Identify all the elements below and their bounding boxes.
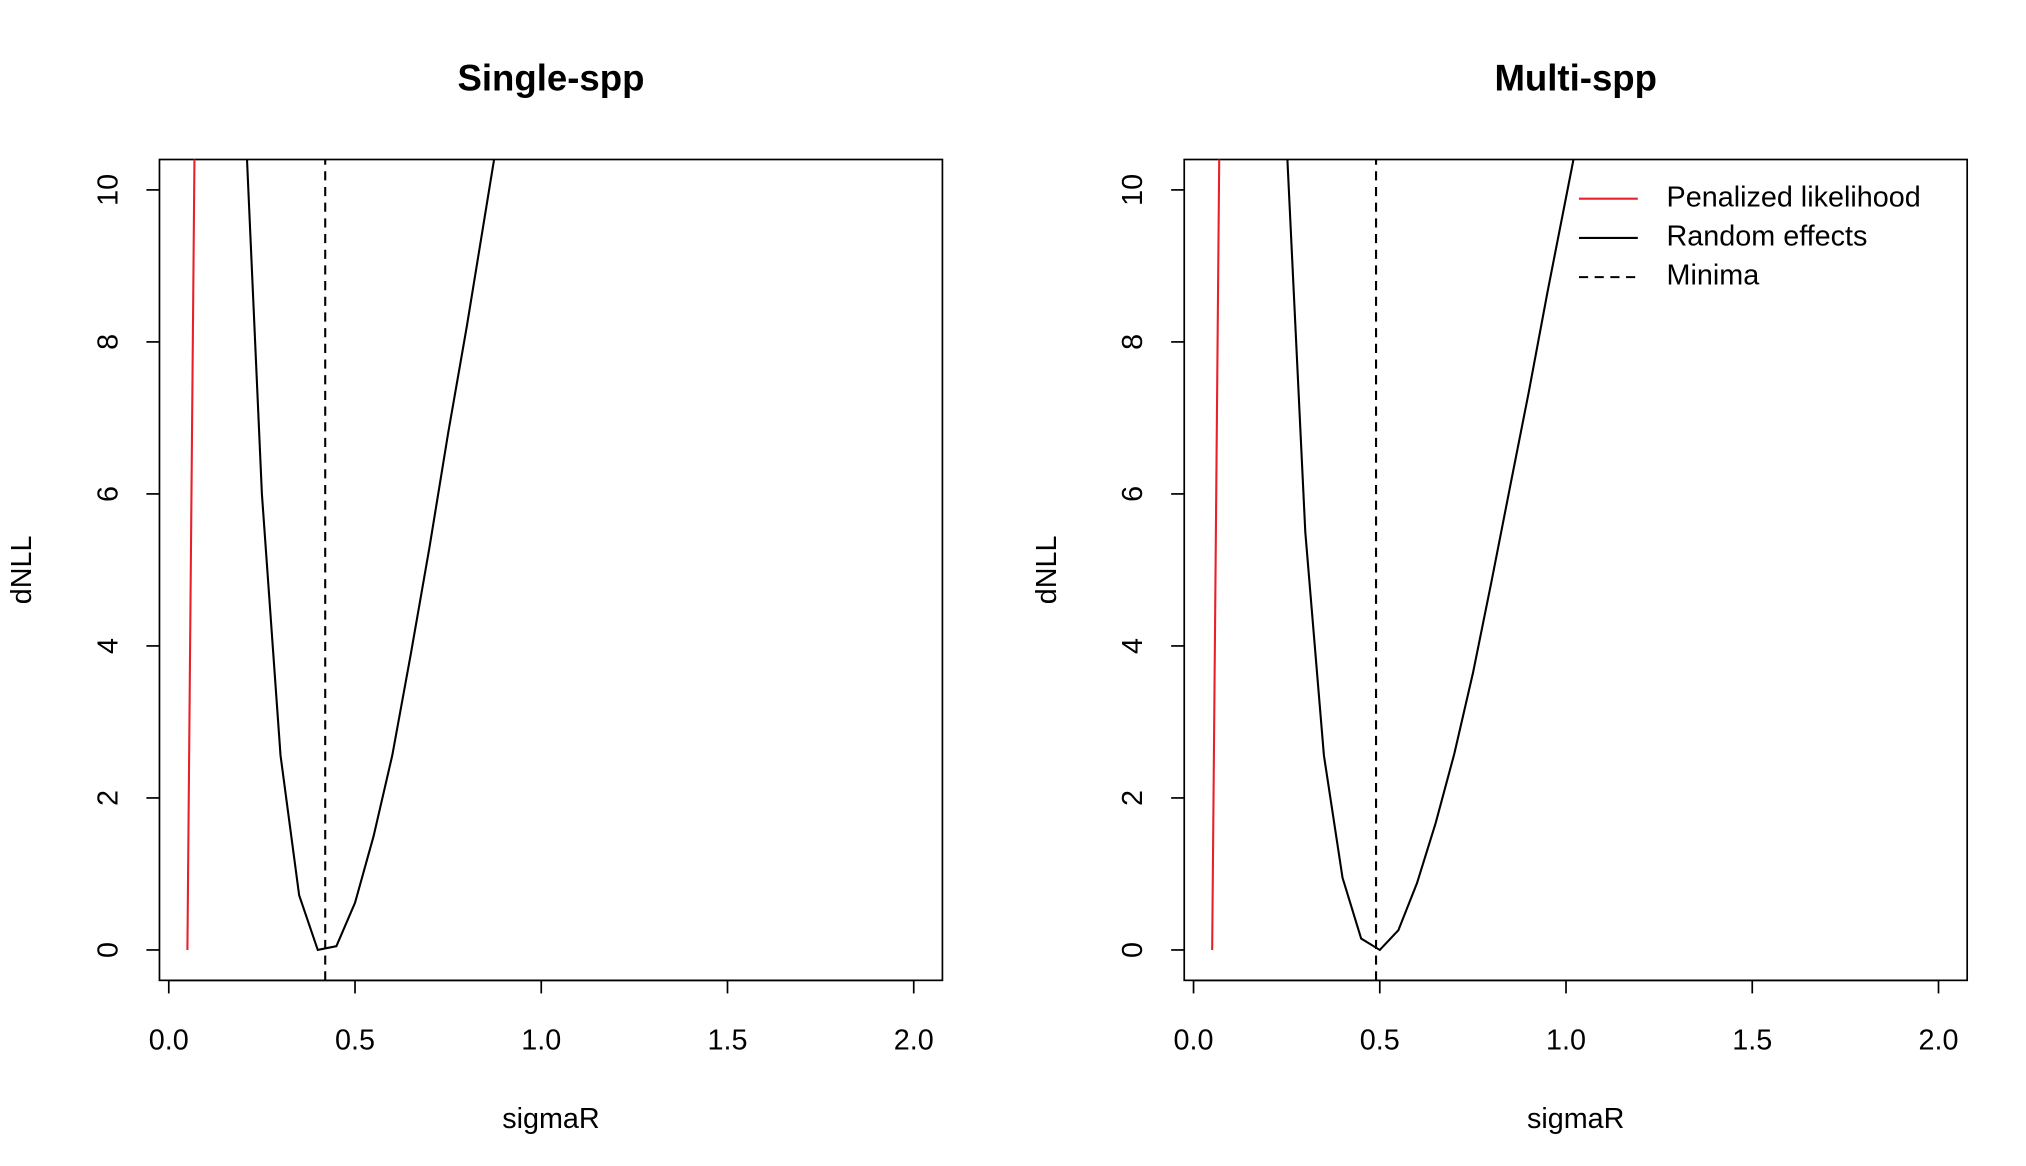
y-tick-label: 8 [1117,334,1149,350]
x-tick-label: 1.5 [1732,1024,1772,1056]
y-tick-label: 6 [1117,486,1149,502]
x-tick-label: 0.0 [149,1024,189,1056]
y-tick-label: 0 [92,942,124,958]
x-tick-label: 1.5 [708,1024,748,1056]
y-tick-label: 0 [1117,942,1149,958]
y-tick-label: 8 [92,334,124,350]
y-axis-label: dNLL [6,536,38,605]
y-tick-label: 4 [1117,638,1149,654]
chart-title: Multi-spp [1494,58,1657,99]
y-tick-label: 2 [1117,790,1149,806]
chart-title: Single-spp [457,58,644,99]
legend-label: Penalized likelihood [1667,181,1921,213]
y-tick-label: 10 [1117,174,1149,206]
x-tick-label: 0.0 [1174,1024,1214,1056]
x-tick-label: 1.0 [521,1024,561,1056]
series-line [1211,159,1221,950]
series-line [245,159,496,952]
legend-label: Random effects [1667,221,1868,253]
series-line [186,159,196,950]
x-tick-label: 2.0 [1919,1024,1959,1056]
series-line [1286,159,1575,952]
y-tick-label: 10 [92,174,124,206]
plot-frame [1183,158,1969,982]
chart-panel: Single-spp sigmaR dNLL 0.0 0.5 1.0 1.5 2.0 0 2 4 6 8… [6,58,944,1135]
x-axis-label: sigmaR [502,1103,599,1135]
y-tick-label: 6 [92,486,124,502]
plot-frame [158,158,944,982]
legend-label: Minima [1667,260,1760,292]
x-tick-label: 1.0 [1546,1024,1586,1056]
y-tick-label: 2 [92,790,124,806]
y-tick-label: 4 [92,638,124,654]
chart-panel: Multi-spp sigmaR dNLL 0.0 0.5 1.0 1.5 2.0 0 2 4 6 8 1… [1031,58,1969,1135]
y-axis-label: dNLL [1031,536,1063,605]
x-axis-label: sigmaR [1527,1103,1624,1135]
x-tick-label: 0.5 [335,1024,375,1056]
x-tick-label: 0.5 [1360,1024,1400,1056]
x-tick-label: 2.0 [894,1024,934,1056]
